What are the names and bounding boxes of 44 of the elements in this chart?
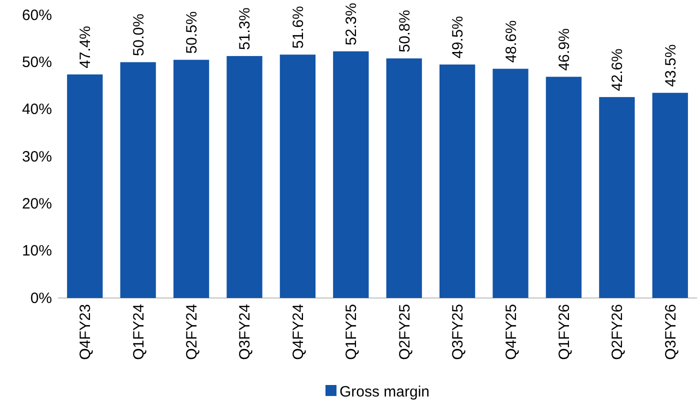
data-label: 47.4% (77, 26, 94, 68)
data-label: 52.3% (343, 2, 360, 46)
bar (599, 97, 635, 298)
bar (652, 92, 688, 298)
bar (333, 51, 369, 298)
x-tick-label: Q4FY25 (502, 304, 520, 360)
data-label: 50.0% (130, 14, 148, 56)
bar (67, 74, 103, 298)
x-tick-label: Q4FY23 (77, 304, 94, 360)
x-tick-label: Q2FY25 (396, 304, 414, 360)
data-label: 51.3% (236, 7, 254, 50)
y-tick-label: 50% (22, 54, 52, 71)
y-tick-label: 20% (22, 195, 52, 212)
bar (226, 56, 262, 298)
bar (439, 64, 476, 298)
x-tick-label: Q1FY24 (130, 304, 148, 360)
data-label: 51.6% (290, 6, 307, 49)
x-tick-label: Q4FY24 (290, 304, 307, 360)
x-tick-label: Q3FY25 (450, 304, 467, 360)
x-tick-label: Q2FY26 (609, 304, 626, 360)
x-tick-label: Q3FY26 (662, 304, 680, 360)
bar (546, 76, 582, 298)
y-tick-label: 30% (22, 148, 52, 166)
legend-label: Gross margin (339, 383, 430, 400)
bar (492, 68, 528, 298)
bar (173, 60, 210, 298)
data-label: 42.6% (609, 48, 626, 92)
x-tick-label: Q2FY24 (184, 304, 201, 360)
x-tick-label: Q1FY26 (556, 304, 573, 360)
y-tick-label: 10% (22, 242, 52, 260)
data-label: 48.6% (502, 20, 520, 63)
data-label: 46.9% (556, 28, 573, 71)
data-label: 50.8% (396, 10, 414, 52)
data-label: 50.5% (184, 11, 201, 54)
data-label: 43.5% (662, 44, 680, 87)
y-tick-label: 40% (22, 101, 52, 118)
x-tick-label: Q3FY24 (236, 304, 254, 360)
x-tick-label: Q1FY25 (343, 304, 360, 360)
data-label: 49.5% (450, 16, 467, 59)
y-tick-label: 0% (30, 290, 52, 307)
bar (120, 62, 156, 298)
y-tick-label: 60% (22, 6, 52, 24)
bar (280, 54, 316, 298)
bar (386, 58, 422, 298)
